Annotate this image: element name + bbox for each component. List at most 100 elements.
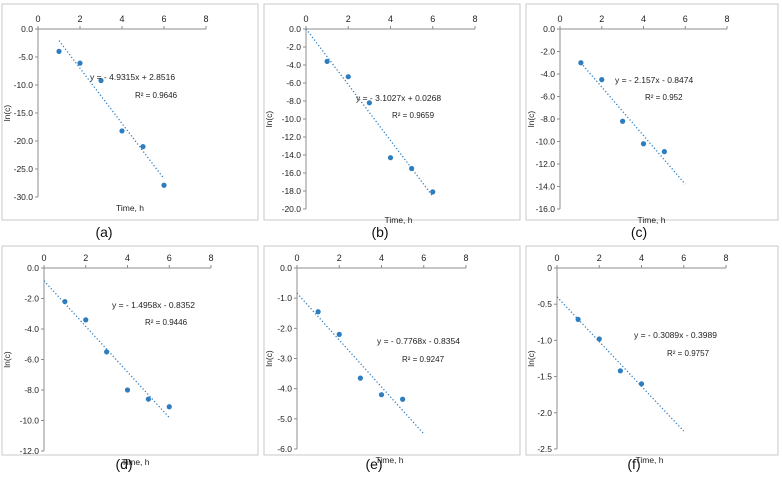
y-tick-label: -2.0 <box>537 408 552 418</box>
y-tick-label: -12.0 <box>20 446 40 456</box>
data-point <box>345 74 351 80</box>
data-point <box>83 317 89 323</box>
x-tick-label: 8 <box>208 253 213 263</box>
data-point <box>324 58 330 64</box>
y-tick-label: -10.0 <box>536 137 556 147</box>
y-tick-label: -1.5 <box>537 372 552 382</box>
y-axis-title: ln(c) <box>264 350 274 367</box>
y-tick-label: -8.0 <box>286 96 301 106</box>
panel-label: (e) <box>365 456 382 472</box>
data-point <box>357 375 363 381</box>
y-axis-title: ln(c) <box>2 351 12 368</box>
regression-equation: y = - 0.7768x - 0.8354 <box>377 336 460 346</box>
y-tick-label: -15.0 <box>14 108 34 118</box>
y-tick-label: -16.0 <box>536 204 556 214</box>
trendline <box>580 62 686 185</box>
regression-equation: y = - 3.1027x + 0.0268 <box>356 93 441 103</box>
x-tick-label: 6 <box>683 14 688 24</box>
panel-label: (f) <box>627 456 640 472</box>
x-tick-label: 8 <box>472 14 477 24</box>
chart-frame <box>525 3 779 221</box>
x-tick-label: 2 <box>599 14 604 24</box>
data-point <box>409 165 415 172</box>
chart-svg-c: 0 2 4 6 8 0.0 -2.0 -4.0 -6.0 -8.0 -10.0 -12.0 -14.0 -… <box>525 3 779 240</box>
y-tick-label: -14.0 <box>536 182 556 192</box>
data-point <box>336 331 342 337</box>
x-tick-label: 4 <box>379 253 384 263</box>
x-tick-label: 0 <box>303 14 308 24</box>
y-tick-label: -5.0 <box>277 414 292 424</box>
regression-equation: y = - 1.4958x - 0.8352 <box>112 300 195 310</box>
data-point <box>575 316 581 323</box>
x-tick-label: 2 <box>83 253 88 263</box>
y-tick-label: -10.0 <box>20 416 40 426</box>
x-tick-label: 0 <box>35 14 40 24</box>
data-point <box>119 128 125 134</box>
x-axis-title: Time, h <box>116 203 144 213</box>
data-point <box>124 387 131 393</box>
y-tick-label: -1.0 <box>277 293 292 303</box>
chart-panel-a: 0 2 4 6 8 0.0 -5.0 -10.0 -15.0 -20.0 -25.0 -30.0 Tim… <box>0 0 262 250</box>
y-tick-label: -2.5 <box>537 444 552 454</box>
regression-equation: y = - 4.9315x + 2.8516 <box>90 72 175 82</box>
data-point <box>596 336 602 342</box>
x-tick-label: 6 <box>161 14 166 24</box>
r-squared-label: R² = 0.9446 <box>145 318 188 327</box>
chart-panel-c: 0 2 4 6 8 0.0 -2.0 -4.0 -6.0 -8.0 -10.0 -12.0 -14.0 -… <box>524 0 782 250</box>
panel-label: (c) <box>631 224 647 240</box>
y-tick-label: 0.0 <box>543 24 555 34</box>
x-tick-label: 2 <box>346 14 351 24</box>
r-squared-label: R² = 0.952 <box>645 93 683 102</box>
y-tick-label: -8.0 <box>540 114 555 124</box>
panel-label: (d) <box>115 456 132 472</box>
y-tick-label: -2.0 <box>277 323 292 333</box>
data-point <box>400 396 406 402</box>
regression-equation: y = - 2.157x - 0.8474 <box>615 75 693 85</box>
data-point <box>140 144 146 150</box>
x-tick-label: 6 <box>430 14 435 24</box>
y-tick-label: -20.0 <box>14 136 34 146</box>
x-tick-label: 6 <box>681 253 686 263</box>
x-tick-label: 8 <box>463 253 468 263</box>
chart-panel-e: 0 2 4 6 8 0.0 -1.0 -2.0 -3.0 -4.0 -5.0 -6.0 Time, h l… <box>262 242 524 485</box>
x-tick-label: 0 <box>294 253 299 263</box>
y-tick-label: -0.5 <box>537 299 552 309</box>
y-tick-label: -12.0 <box>282 132 302 142</box>
y-tick-label: 0.0 <box>280 263 292 273</box>
chart-panel-d: 0 2 4 6 8 0.0 -2.0 -4.0 -6.0 -8.0 -10.0 -12.0 Time, … <box>0 242 262 485</box>
x-tick-label: 8 <box>203 14 208 24</box>
y-tick-label: -10.0 <box>282 114 302 124</box>
data-point <box>387 155 394 161</box>
x-tick-label: 4 <box>388 14 393 24</box>
trendline <box>58 40 165 180</box>
regression-equation: y = - 0.3089x - 0.3989 <box>634 330 717 340</box>
y-tick-label: -2.0 <box>540 47 555 57</box>
y-tick-label: -30.0 <box>14 192 34 202</box>
x-tick-label: 0 <box>554 253 559 263</box>
data-point <box>98 77 104 84</box>
chart-svg-f: 0 2 4 6 8 0 -0.5 -1.0 -1.5 -2.0 -2.5 Time, h ln(c) y … <box>525 245 779 472</box>
data-point <box>640 141 647 147</box>
data-point <box>104 349 110 355</box>
x-tick-label: 8 <box>723 253 728 263</box>
data-point <box>620 118 626 124</box>
x-tick-label: 2 <box>77 14 82 24</box>
r-squared-label: R² = 0.9757 <box>667 349 710 358</box>
y-axis-title: ln(c) <box>526 350 536 367</box>
chart-svg-a: 0 2 4 6 8 0.0 -5.0 -10.0 -15.0 -20.0 -25.0 -30.0 Tim… <box>1 3 259 240</box>
x-axis-title: Time, h <box>637 215 665 225</box>
chart-svg-b: 0 2 4 6 8 0.0 -2.0 -4.0 -6.0 -8.0 -10.0 -12.0 -14.0 -… <box>263 3 521 240</box>
x-tick-label: 2 <box>597 253 602 263</box>
y-tick-label: -4.0 <box>277 384 292 394</box>
y-tick-label: -10.0 <box>14 80 34 90</box>
trendline <box>296 292 425 435</box>
data-point <box>315 309 321 315</box>
r-squared-label: R² = 0.9247 <box>402 355 445 364</box>
chart-frame <box>1 3 259 221</box>
y-tick-label: -4.0 <box>286 60 301 70</box>
x-tick-label: 0 <box>41 253 46 263</box>
y-tick-label: 0 <box>547 263 552 273</box>
y-tick-label: -6.0 <box>286 78 301 88</box>
data-point <box>430 189 436 195</box>
chart-frame <box>263 245 521 456</box>
